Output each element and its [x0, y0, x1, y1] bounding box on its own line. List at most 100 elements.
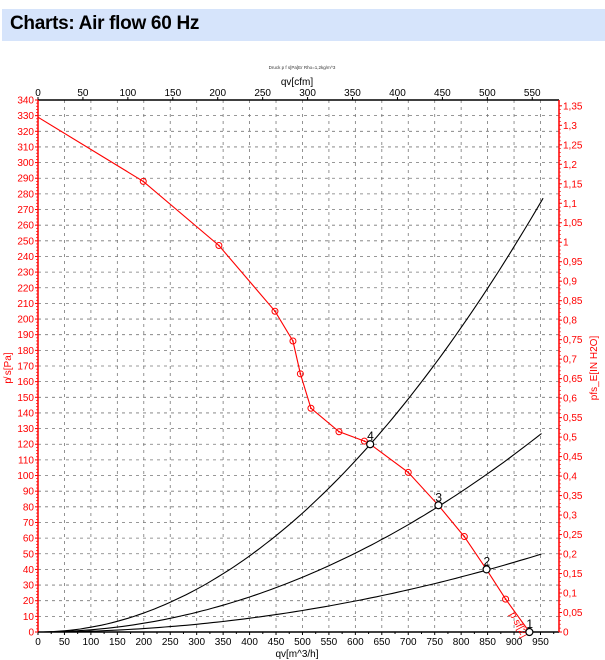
fan-curve-marker-dot: [217, 244, 220, 247]
x-tick-label: 750: [426, 637, 443, 648]
y2-tick-label: 0,4: [563, 472, 577, 483]
x-tick-label: 800: [453, 637, 470, 648]
y2-tick-label: 0,1: [563, 589, 577, 600]
system-curve-2: [38, 553, 542, 633]
y2-tick-label: 1,05: [563, 218, 583, 229]
y2-tick-label: 1,25: [563, 140, 583, 151]
y-tick-label: 310: [17, 142, 34, 153]
y-tick-label: 40: [23, 565, 35, 576]
y-tick-label: 120: [17, 440, 34, 451]
operating-point-4: [366, 440, 375, 449]
y-tick-label: 280: [17, 189, 34, 200]
x-tick-label: 600: [347, 637, 364, 648]
y-tick-label: 90: [23, 487, 35, 498]
x-tick-label: 400: [241, 637, 258, 648]
y-tick-label: 250: [17, 236, 34, 247]
operating-point-label: 1: [526, 617, 533, 631]
fan-curve-marker: [335, 428, 343, 436]
x-tick-label: 150: [109, 637, 126, 648]
operating-point-label: 3: [435, 490, 442, 504]
x-tick-label: 900: [506, 637, 523, 648]
x2-tick-label: 550: [524, 88, 541, 99]
y2-tick-label: 0,95: [563, 257, 583, 268]
y-tick-label: 70: [23, 518, 35, 529]
y2-tick-label: 0,25: [563, 530, 583, 541]
x-tick-label: 550: [321, 637, 338, 648]
y2-tick-label: 0,3: [563, 511, 577, 522]
y2-tick-label: 0,35: [563, 491, 583, 502]
x2-tick-label: 50: [77, 88, 89, 99]
y-tick-label: 220: [17, 283, 34, 294]
x-tick-label: 100: [83, 637, 100, 648]
y2-tick-label: 0,8: [563, 316, 577, 327]
fan-curve-marker-dot: [363, 440, 366, 443]
x-tick-label: 300: [188, 637, 205, 648]
y-tick-label: 30: [23, 581, 35, 592]
operating-point-2: [482, 565, 491, 574]
fan-curve-marker-dot: [504, 598, 507, 601]
x-tick-label: 50: [59, 637, 71, 648]
fan-curve-marker: [289, 337, 297, 345]
y2-tick-label: 1,35: [563, 101, 583, 112]
y-tick-label: 50: [23, 549, 35, 560]
y2-tick-label: 0,85: [563, 296, 583, 307]
operating-point-label: 4: [367, 429, 374, 443]
operating-point-1: [525, 627, 534, 637]
bottom-axis-label: qv[m^3/h]: [275, 649, 318, 660]
y2-tick-label: 0,45: [563, 452, 583, 463]
y-tick-label: 270: [17, 205, 34, 216]
y-tick-label: 330: [17, 111, 34, 122]
y2-tick-label: 0: [563, 628, 569, 639]
fan-curve-marker-dot: [407, 471, 410, 474]
y2-tick-label: 1,15: [563, 179, 583, 190]
system-curve-3: [38, 433, 542, 633]
y2-tick-label: 0,5: [563, 433, 577, 444]
y-tick-label: 320: [17, 127, 34, 138]
x-tick-label: 0: [35, 637, 41, 648]
y-tick-label: 0: [28, 628, 34, 639]
fan-curve-marker-dot: [310, 407, 312, 410]
x2-tick-label: 100: [120, 88, 137, 99]
y2-tick-label: 0,7: [563, 355, 577, 366]
fan-curve-marker-dot: [142, 180, 145, 183]
y2-tick-label: 0,9: [563, 277, 577, 288]
y-tick-label: 340: [17, 96, 34, 107]
page-title: Charts: Air flow 60 Hz: [10, 13, 200, 34]
x-tick-label: 250: [162, 637, 179, 648]
x-tick-label: 950: [532, 637, 549, 648]
fan-curve-marker: [307, 404, 315, 412]
y-tick-label: 20: [23, 596, 35, 607]
y-tick-label: 210: [17, 299, 34, 310]
x2-tick-label: 200: [209, 88, 226, 99]
y2-tick-label: 1: [563, 238, 569, 249]
fan-curve-marker: [460, 533, 468, 541]
y-tick-label: 60: [23, 534, 35, 545]
y2-tick-label: 1,2: [563, 160, 577, 171]
left-axis-label: p̸ s[Pa]: [2, 352, 14, 383]
fan-curve-marker-dot: [338, 430, 340, 433]
y-tick-label: 10: [23, 612, 35, 623]
fan-curve: [37, 116, 530, 633]
system-curve-4: [38, 197, 544, 633]
fan-curve-marker-dot: [274, 310, 276, 313]
x-tick-label: 200: [135, 637, 152, 648]
x-tick-label: 350: [215, 637, 232, 648]
chart-subtitle: Druck p f s[Pa]Er Rho=1,2kg/m^3: [269, 65, 336, 70]
y-tick-label: 230: [17, 268, 34, 279]
x-tick-label: 850: [479, 637, 496, 648]
x2-tick-label: 450: [434, 88, 451, 99]
x2-tick-label: 0: [35, 88, 41, 99]
x-tick-label: 700: [400, 637, 417, 648]
fan-curve-marker: [404, 468, 412, 476]
operating-point-label: 2: [484, 554, 491, 568]
x2-tick-label: 250: [254, 88, 271, 99]
y-tick-label: 80: [23, 502, 35, 513]
fan-curve-marker: [139, 177, 147, 185]
fan-curve-marker: [271, 307, 279, 315]
top-axis-label: qv[cfm]: [281, 77, 313, 88]
fan-curve-marker-dot: [463, 535, 466, 538]
y-tick-label: 190: [17, 330, 34, 341]
y2-tick-label: 0,75: [563, 335, 583, 346]
fan-curve-marker: [215, 242, 223, 250]
y-tick-label: 160: [17, 377, 34, 388]
